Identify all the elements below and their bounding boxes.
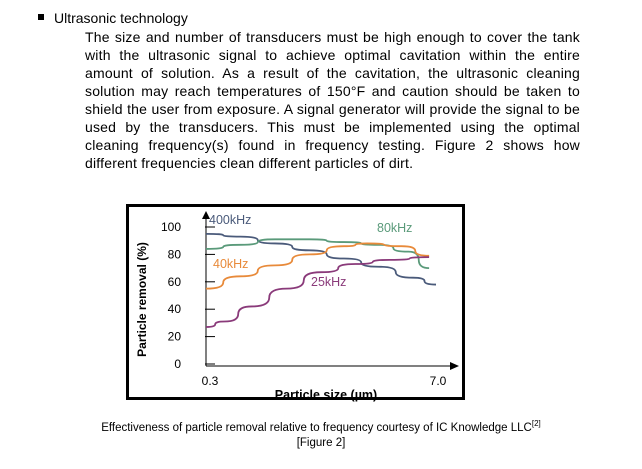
series-line-40khz <box>205 242 430 290</box>
series-line-80khz <box>205 238 430 269</box>
series-label-400khz: 400kHz <box>209 213 251 227</box>
series-line-25khz <box>205 256 430 328</box>
figure-caption: Effectiveness of particle removal relati… <box>0 416 642 451</box>
x-tick-label: 7.0 <box>430 374 447 388</box>
y-axis-arrow <box>202 211 210 219</box>
caption-text: Effectiveness of particle removal relati… <box>101 421 532 434</box>
y-tick-label: 100 <box>161 220 181 234</box>
series-label-40khz: 40kHz <box>213 257 248 271</box>
heading-text: Ultrasonic technology <box>54 10 188 26</box>
body-paragraph: The size and number of transducers must … <box>85 29 580 171</box>
section-heading: Ultrasonic technology <box>38 10 188 26</box>
series-label-80khz: 80kHz <box>377 221 412 235</box>
y-tick-label: 40 <box>168 302 182 316</box>
x-axis-arrow <box>450 362 459 370</box>
particle-removal-chart: 0 20 40 60 80 100 0.3 7.0 Particle size (µm) Part… <box>135 211 459 402</box>
x-axis-label: Particle size (µm) <box>275 388 377 402</box>
y-tick-label: 20 <box>168 330 182 344</box>
y-axis-label: Particle removal (%) <box>135 242 149 357</box>
caption-reference: [2] <box>531 419 541 428</box>
y-tick-label: 80 <box>168 247 182 261</box>
figure-frame: 0 20 40 60 80 100 0.3 7.0 Particle size (µm) Part… <box>126 204 465 402</box>
bullet-icon <box>38 14 44 21</box>
series-label-25khz: 25kHz <box>311 275 346 289</box>
x-tick-label: 0.3 <box>202 374 219 388</box>
series-line-400khz <box>205 232 437 286</box>
y-tick-label: 0 <box>174 357 181 371</box>
figure-label: [Figure 2] <box>296 436 346 449</box>
y-tick-label: 60 <box>168 275 182 289</box>
